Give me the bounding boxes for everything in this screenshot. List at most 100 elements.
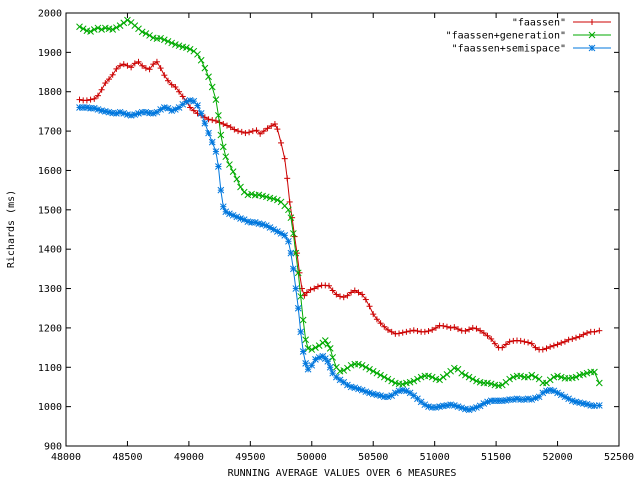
x-tick-label: 52500: [604, 452, 634, 463]
data-point: [525, 339, 532, 346]
data-point: [294, 269, 302, 277]
y-tick-label: 1700: [38, 127, 62, 138]
data-point: [576, 333, 583, 340]
data-point: [369, 367, 377, 375]
data-point: [294, 250, 301, 257]
data-point: [410, 377, 418, 385]
data-point: [347, 383, 355, 391]
data-point: [164, 77, 171, 84]
data-point: [233, 175, 241, 183]
data-point: [146, 66, 153, 73]
x-axis-label: RUNNING AVERAGE VALUES OVER 6 MEASURES: [228, 468, 457, 479]
data-point: [580, 371, 587, 378]
data-point: [287, 249, 295, 257]
data-point: [458, 404, 466, 412]
data-point: [217, 131, 225, 139]
data-point: [157, 65, 164, 72]
plot-frame: [65, 12, 620, 447]
data-point: [76, 96, 83, 103]
data-point: [120, 19, 128, 27]
data-point: [454, 403, 462, 410]
y-tick-label: 1800: [38, 87, 62, 98]
data-point: [355, 289, 362, 296]
data-point: [583, 369, 591, 377]
data-point: [124, 62, 131, 69]
data-point: [506, 375, 513, 383]
data-point: [109, 71, 116, 78]
data-point: [201, 119, 209, 127]
data-point: [326, 363, 334, 371]
data-point: [128, 64, 135, 71]
data-point: [362, 296, 369, 303]
x-tick-label: 50500: [358, 452, 388, 463]
data-point: [528, 396, 536, 403]
y-tick-label: 900: [44, 442, 62, 453]
data-point: [312, 344, 319, 351]
data-point: [208, 138, 216, 146]
data-point: [417, 373, 425, 381]
data-point: [543, 387, 550, 395]
data-point: [462, 371, 469, 379]
data-point: [217, 186, 225, 194]
legend-label: "faassen+generation": [446, 31, 566, 42]
data-point: [337, 293, 344, 300]
data-point: [281, 232, 289, 239]
legend-swatch: [573, 31, 611, 39]
data-point: [487, 380, 495, 388]
data-point: [455, 326, 462, 333]
data-point: [190, 107, 197, 114]
data-point: [124, 16, 131, 24]
series-1: [76, 58, 603, 353]
data-point: [235, 128, 242, 135]
data-point: [406, 378, 414, 386]
axis-ticks: 48000 48500 49000 49500 50000 50500 51000 51500…: [38, 9, 634, 464]
data-point: [558, 339, 565, 346]
data-point: [149, 110, 157, 117]
series-2: [76, 16, 603, 390]
data-point: [333, 291, 340, 298]
data-point: [215, 163, 222, 170]
data-point: [465, 373, 473, 381]
data-point: [229, 168, 237, 175]
data-point: [270, 195, 278, 203]
data-point: [292, 249, 300, 257]
data-point: [384, 326, 391, 333]
data-point: [113, 65, 120, 72]
data-point: [488, 335, 495, 342]
data-point: [491, 340, 498, 347]
data-point: [333, 373, 340, 381]
data-point: [432, 324, 439, 331]
series-layer: [76, 16, 603, 414]
data-point: [194, 50, 201, 58]
data-point: [153, 58, 160, 65]
data-point: [238, 128, 245, 135]
y-tick-label: 1000: [38, 402, 62, 413]
x-tick-label: 48500: [112, 452, 142, 463]
data-point: [580, 331, 587, 338]
data-point: [528, 371, 536, 379]
data-point: [251, 219, 259, 226]
data-point: [168, 39, 176, 47]
data-point: [388, 377, 396, 385]
data-point: [260, 128, 267, 135]
data-point: [388, 328, 395, 335]
data-point: [406, 389, 414, 397]
data-point: [380, 373, 388, 381]
data-point: [498, 381, 506, 389]
data-point: [285, 237, 292, 245]
data-point: [117, 62, 124, 69]
data-point: [131, 60, 138, 67]
data-point: [150, 61, 157, 68]
data-point: [351, 384, 359, 392]
data-point: [436, 376, 443, 384]
x-tick-label: 50000: [297, 452, 327, 463]
legend-swatch: [573, 44, 611, 52]
data-point: [458, 369, 466, 377]
data-point: [286, 198, 293, 205]
data-point: [528, 340, 535, 347]
data-point: [484, 398, 491, 406]
data-point: [451, 324, 458, 331]
data-point: [358, 361, 366, 369]
data-point: [324, 358, 332, 365]
data-point: [425, 328, 432, 335]
